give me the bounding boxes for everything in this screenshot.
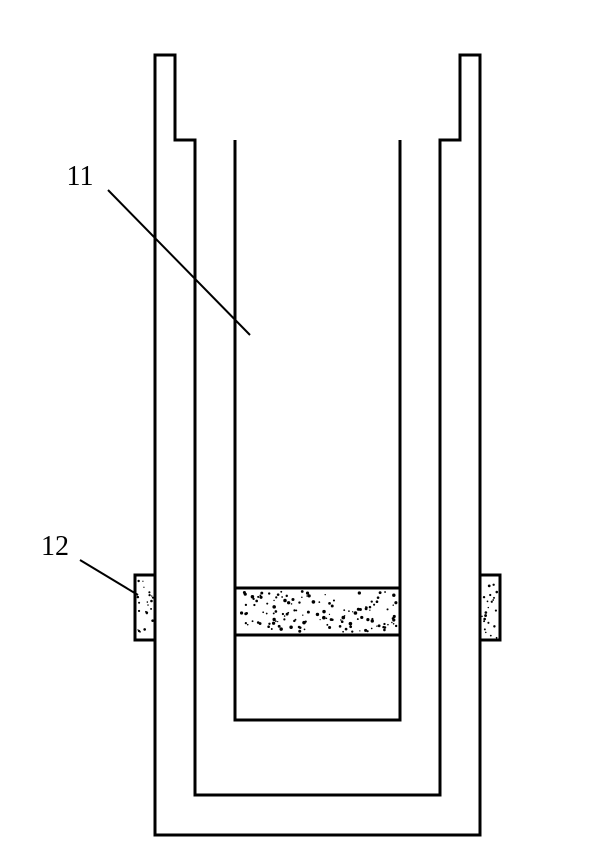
cross-section-figure: 11 12: [0, 0, 595, 865]
leader-0: [108, 190, 250, 335]
label-11: 11: [67, 161, 94, 192]
filter-band: [235, 588, 400, 635]
leader-1: [80, 560, 138, 595]
outer-shell: [155, 55, 480, 835]
label-12: 12: [41, 531, 69, 562]
side-tab-right: [480, 575, 500, 640]
side-tab-left: [135, 575, 155, 640]
